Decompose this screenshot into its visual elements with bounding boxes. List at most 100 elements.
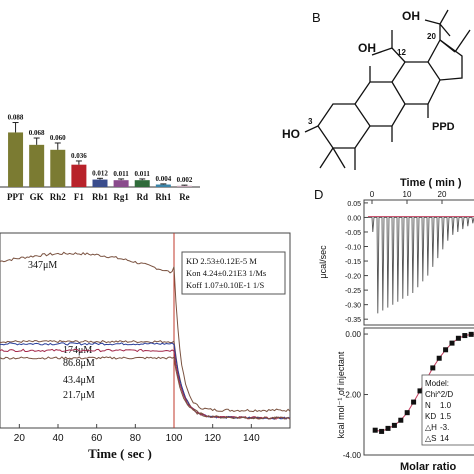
category-label: Rh1 (155, 192, 172, 202)
panel-label-b: B (312, 10, 321, 25)
y-tick-label: -0.10 (345, 245, 361, 252)
spr-sensorgram: 20 40 60 80 100 120 140 Time ( sec ) 347μM 174μM 8… (0, 232, 291, 461)
data-point (417, 388, 423, 394)
structure-label-oh-mid: OH (358, 41, 376, 55)
x-axis-label: Time ( sec ) (88, 446, 152, 461)
y-tick-label: -0.20 (345, 274, 361, 281)
model-box-key: △H (425, 423, 437, 432)
x-tick-label: 60 (91, 433, 103, 444)
plot-frame (363, 327, 474, 456)
category-label: Re (179, 192, 190, 202)
data-point (436, 355, 442, 361)
series-label: 21.7μM (63, 390, 95, 401)
model-box-value: -3. (440, 423, 449, 432)
bar-chart: 0.088 PPT 0.068 GK 0.060 Rh2 0.036 F1 0.012 Rb1 0.… (0, 114, 200, 202)
structure-label-3: 3 (308, 117, 313, 126)
x-axis-label: Molar ratio (400, 461, 457, 473)
bar (50, 149, 66, 187)
plot-frame (0, 232, 291, 429)
y-tick-label: -0.30 (345, 303, 361, 310)
data-point (398, 417, 404, 423)
category-label: Rb1 (92, 192, 109, 202)
model-box-key: N (425, 401, 431, 410)
sensorgram-line (0, 251, 291, 413)
model-box-key: KD (425, 412, 436, 421)
bar (155, 184, 171, 187)
x-tick-label: 120 (204, 433, 221, 444)
data-point (385, 425, 391, 431)
data-point (379, 428, 385, 434)
bar (8, 132, 24, 187)
structure-label-12: 12 (397, 48, 406, 57)
category-label: PPT (7, 192, 24, 202)
x-tick-label: 20 (438, 190, 447, 199)
sensorgram-line (0, 339, 291, 420)
sensorgram-line (0, 356, 291, 420)
model-box-key: Model: (425, 379, 449, 388)
y-tick-label: -2.00 (343, 391, 362, 400)
top-axis-label: Time ( min ) (400, 177, 462, 189)
data-point (404, 410, 410, 416)
x-tick-label: 20 (14, 433, 26, 444)
kinetics-line: KD 2.53±0.12E-5 M (186, 256, 257, 266)
y-tick-label: -0.15 (345, 259, 361, 266)
kinetics-line: Koff 1.07±0.10E-1 1/S (186, 280, 264, 290)
data-point (430, 365, 436, 371)
bar-value-label: 0.012 (92, 169, 108, 177)
y-axis-label: μcal/sec (318, 245, 328, 279)
bar (113, 180, 129, 187)
y-tick-label: -4.00 (343, 451, 362, 460)
y-axis-label: kcal mol⁻¹ of injectant (336, 351, 346, 438)
bar (29, 144, 45, 187)
category-label: GK (30, 192, 44, 202)
plot-frame (363, 199, 474, 326)
itc-raw-chart: D Time ( min ) 0 10 20 0.05 0.00 -0.05 -0.10 -0.1… (314, 177, 474, 326)
bar-value-label: 0.002 (177, 176, 193, 184)
x-tick-label: 100 (166, 433, 183, 444)
ppd-structure: B OH 20 OH 12 HO 3 PPD (282, 9, 471, 170)
y-tick-label: -0.25 (345, 288, 361, 295)
data-point (443, 347, 449, 353)
sensorgram-line (0, 348, 291, 420)
category-label: F1 (74, 192, 84, 202)
bar (71, 164, 87, 187)
x-tick-label: 80 (130, 433, 142, 444)
data-point (411, 399, 417, 405)
thermogram-trace (368, 216, 474, 314)
data-point (468, 331, 474, 337)
series-label: 43.4μM (63, 375, 95, 386)
bar-value-label: 0.060 (50, 134, 66, 142)
structure-label-20: 20 (427, 32, 436, 41)
category-label: Rh2 (50, 192, 67, 202)
data-point (391, 422, 397, 428)
panel-label-d: D (314, 187, 323, 202)
structure-label-ho: HO (282, 127, 300, 141)
bar-value-label: 0.011 (113, 170, 129, 178)
x-tick-label: 0 (370, 190, 375, 199)
y-tick-label: 0.00 (347, 215, 361, 222)
model-box (421, 374, 474, 446)
x-tick-label: 40 (52, 433, 64, 444)
data-point (462, 333, 468, 339)
model-box-value: 1.0 (440, 401, 452, 410)
bar (92, 179, 108, 187)
structure-label-oh-top: OH (402, 9, 420, 23)
model-box-key: △S (425, 434, 437, 443)
data-point (449, 340, 455, 346)
bar-value-label: 0.068 (29, 129, 45, 137)
structure-name: PPD (432, 121, 455, 133)
series-label: 347μM (28, 260, 57, 271)
sensorgram-line (0, 342, 291, 420)
model-box-value: 14 (440, 434, 449, 443)
x-tick-label: 10 (403, 190, 412, 199)
category-label: Rg1 (113, 192, 129, 202)
bar (134, 180, 150, 187)
itc-binding-isotherm: 0.00 -2.00 -4.00 kcal mol⁻¹ of injectant Mol… (336, 327, 474, 473)
y-tick-label: -0.35 (345, 317, 361, 324)
bar-value-label: 0.004 (155, 175, 171, 183)
kinetics-line: Kon 4.24±0.21E3 1/Ms (186, 268, 266, 278)
series-label: 174μM (63, 345, 92, 356)
series-label: 86.8μM (63, 358, 95, 369)
bar-value-label: 0.036 (71, 152, 87, 160)
